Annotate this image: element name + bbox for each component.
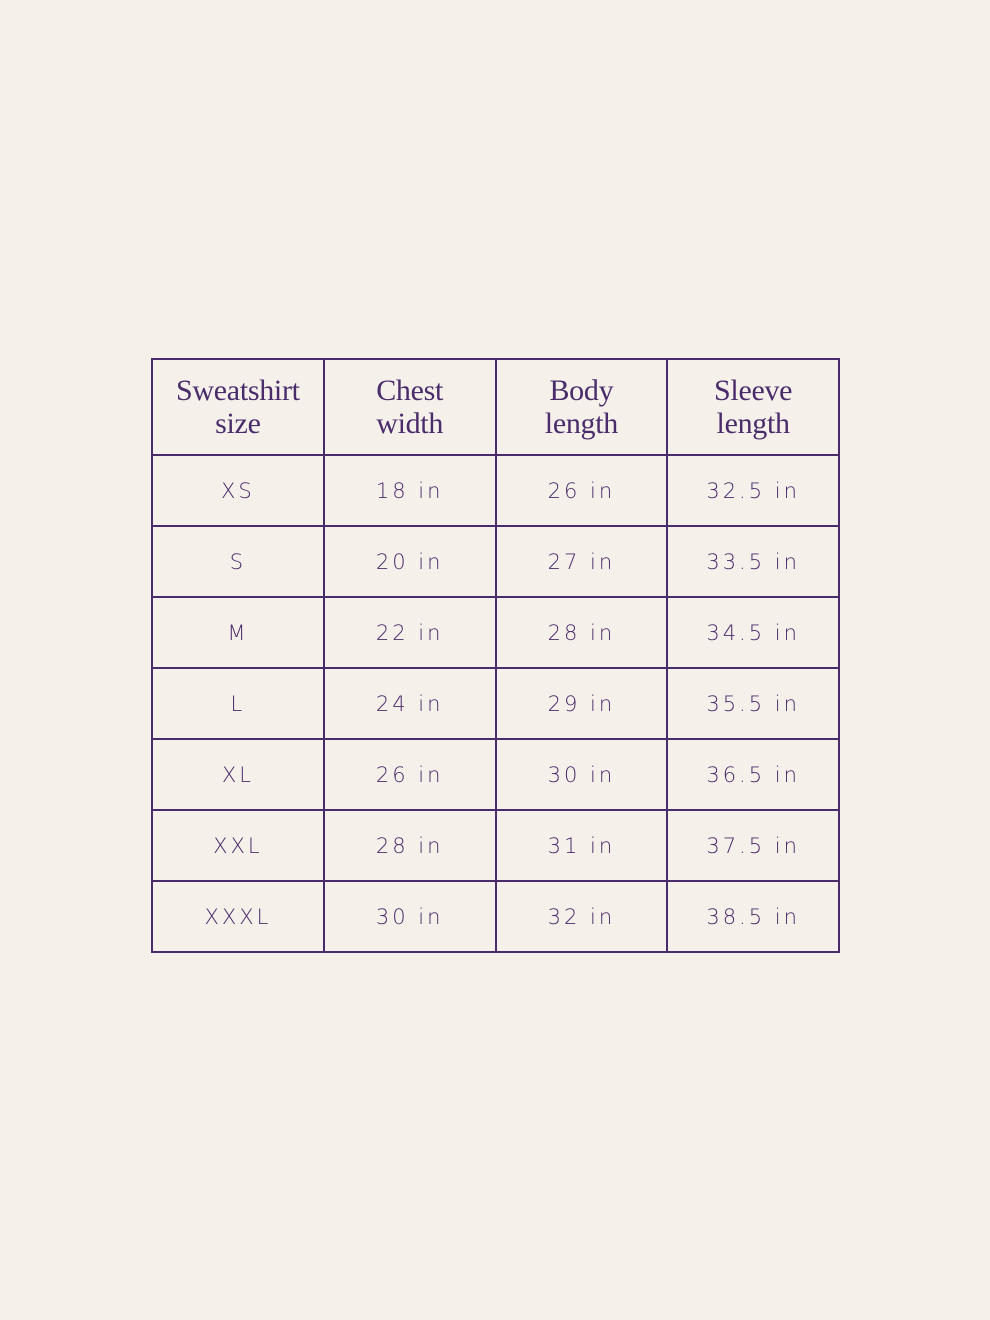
measurement-cell: 20 in [322, 525, 497, 598]
table-row: XS 18 in 26 in 32.5 in [151, 454, 840, 527]
measurement-cell: 32 in [494, 880, 669, 953]
size-cell: XXL [151, 809, 325, 882]
measurement-cell: 33.5 in [666, 525, 840, 598]
table-row: XL 26 in 30 in 36.5 in [151, 738, 840, 811]
header-line: Sleeve [714, 374, 793, 407]
table-row: L 24 in 29 in 35.5 in [151, 667, 840, 740]
header-line: size [215, 407, 261, 440]
measurement-cell: 26 in [322, 738, 497, 811]
measurement-cell: 37.5 in [666, 809, 840, 882]
measurement-cell: 31 in [494, 809, 669, 882]
measurement-cell: 30 in [322, 880, 497, 953]
table-row: XXXL 30 in 32 in 38.5 in [151, 880, 840, 953]
measurement-cell: 28 in [494, 596, 669, 669]
measurement-cell: 38.5 in [666, 880, 840, 953]
measurement-cell: 35.5 in [666, 667, 840, 740]
table-row: S 20 in 27 in 33.5 in [151, 525, 840, 598]
measurement-cell: 27 in [494, 525, 669, 598]
header-line: Chest [376, 374, 444, 407]
size-cell: XL [151, 738, 325, 811]
size-cell: XXXL [151, 880, 325, 953]
column-header: Sweatshirt size [151, 358, 325, 456]
measurement-cell: 28 in [322, 809, 497, 882]
size-cell: L [151, 667, 325, 740]
size-cell: S [151, 525, 325, 598]
measurement-cell: 34.5 in [666, 596, 840, 669]
header-line: length [716, 407, 790, 440]
header-line: Sweatshirt [176, 374, 300, 407]
table-row: M 22 in 28 in 34.5 in [151, 596, 840, 669]
column-header: Body length [494, 358, 669, 456]
header-line: length [544, 407, 618, 440]
measurement-cell: 26 in [494, 454, 669, 527]
header-line: width [376, 407, 444, 440]
measurement-cell: 22 in [322, 596, 497, 669]
size-cell: XS [151, 454, 325, 527]
measurement-cell: 24 in [322, 667, 497, 740]
size-cell: M [151, 596, 325, 669]
table-body: XS 18 in 26 in 32.5 in S 20 in 27 in 33.5 in M 22… [151, 454, 840, 953]
table-header: Sweatshirt size Chest width Body length Sleeve… [151, 358, 840, 456]
measurement-cell: 18 in [322, 454, 497, 527]
measurement-cell: 29 in [494, 667, 669, 740]
column-header: Chest width [322, 358, 497, 456]
table-row: XXL 28 in 31 in 37.5 in [151, 809, 840, 882]
measurement-cell: 30 in [494, 738, 669, 811]
header-line: Body [549, 374, 614, 407]
column-header: Sleeve length [666, 358, 840, 456]
size-table: Sweatshirt size Chest width Body length Sleeve… [151, 358, 840, 953]
measurement-cell: 32.5 in [666, 454, 840, 527]
header-row: Sweatshirt size Chest width Body length Sleeve… [151, 358, 840, 456]
measurement-cell: 36.5 in [666, 738, 840, 811]
